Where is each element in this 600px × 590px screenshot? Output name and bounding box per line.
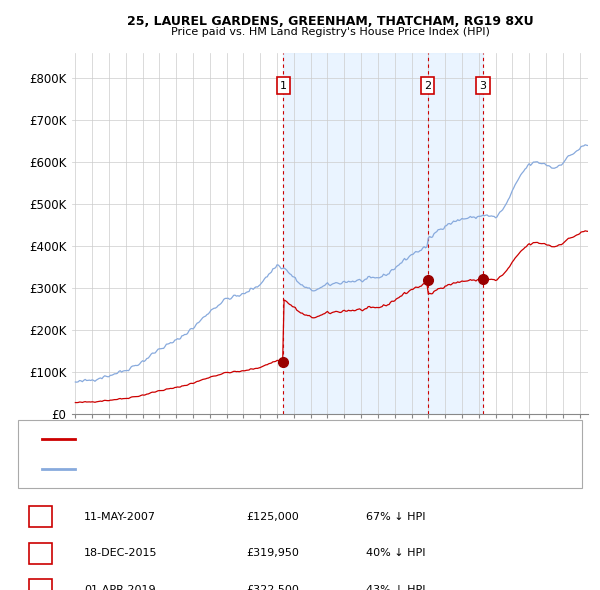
Bar (283, 53, 483, 414)
Text: 1: 1 (280, 81, 287, 91)
Text: 18-DEC-2015: 18-DEC-2015 (84, 548, 157, 558)
Text: 25, LAUREL GARDENS, GREENHAM, THATCHAM, RG19 8XU (detached house): 25, LAUREL GARDENS, GREENHAM, THATCHAM, … (81, 434, 480, 444)
Text: HPI: Average price, detached house, West Berkshire: HPI: Average price, detached house, West… (81, 464, 352, 474)
Text: 3: 3 (479, 81, 487, 91)
Text: 43% ↓ HPI: 43% ↓ HPI (366, 585, 425, 590)
Text: 2: 2 (424, 81, 431, 91)
Text: 40% ↓ HPI: 40% ↓ HPI (366, 548, 425, 558)
Text: £322,500: £322,500 (246, 585, 299, 590)
Text: 11-MAY-2007: 11-MAY-2007 (84, 512, 156, 522)
Text: 2: 2 (37, 548, 44, 558)
Text: 01-APR-2019: 01-APR-2019 (84, 585, 155, 590)
Text: 1: 1 (37, 512, 44, 522)
Text: £125,000: £125,000 (246, 512, 299, 522)
Text: £319,950: £319,950 (246, 548, 299, 558)
Text: 67% ↓ HPI: 67% ↓ HPI (366, 512, 425, 522)
Text: 25, LAUREL GARDENS, GREENHAM, THATCHAM, RG19 8XU: 25, LAUREL GARDENS, GREENHAM, THATCHAM, … (127, 15, 533, 28)
Text: 3: 3 (37, 585, 44, 590)
Text: Price paid vs. HM Land Registry's House Price Index (HPI): Price paid vs. HM Land Registry's House … (170, 27, 490, 37)
